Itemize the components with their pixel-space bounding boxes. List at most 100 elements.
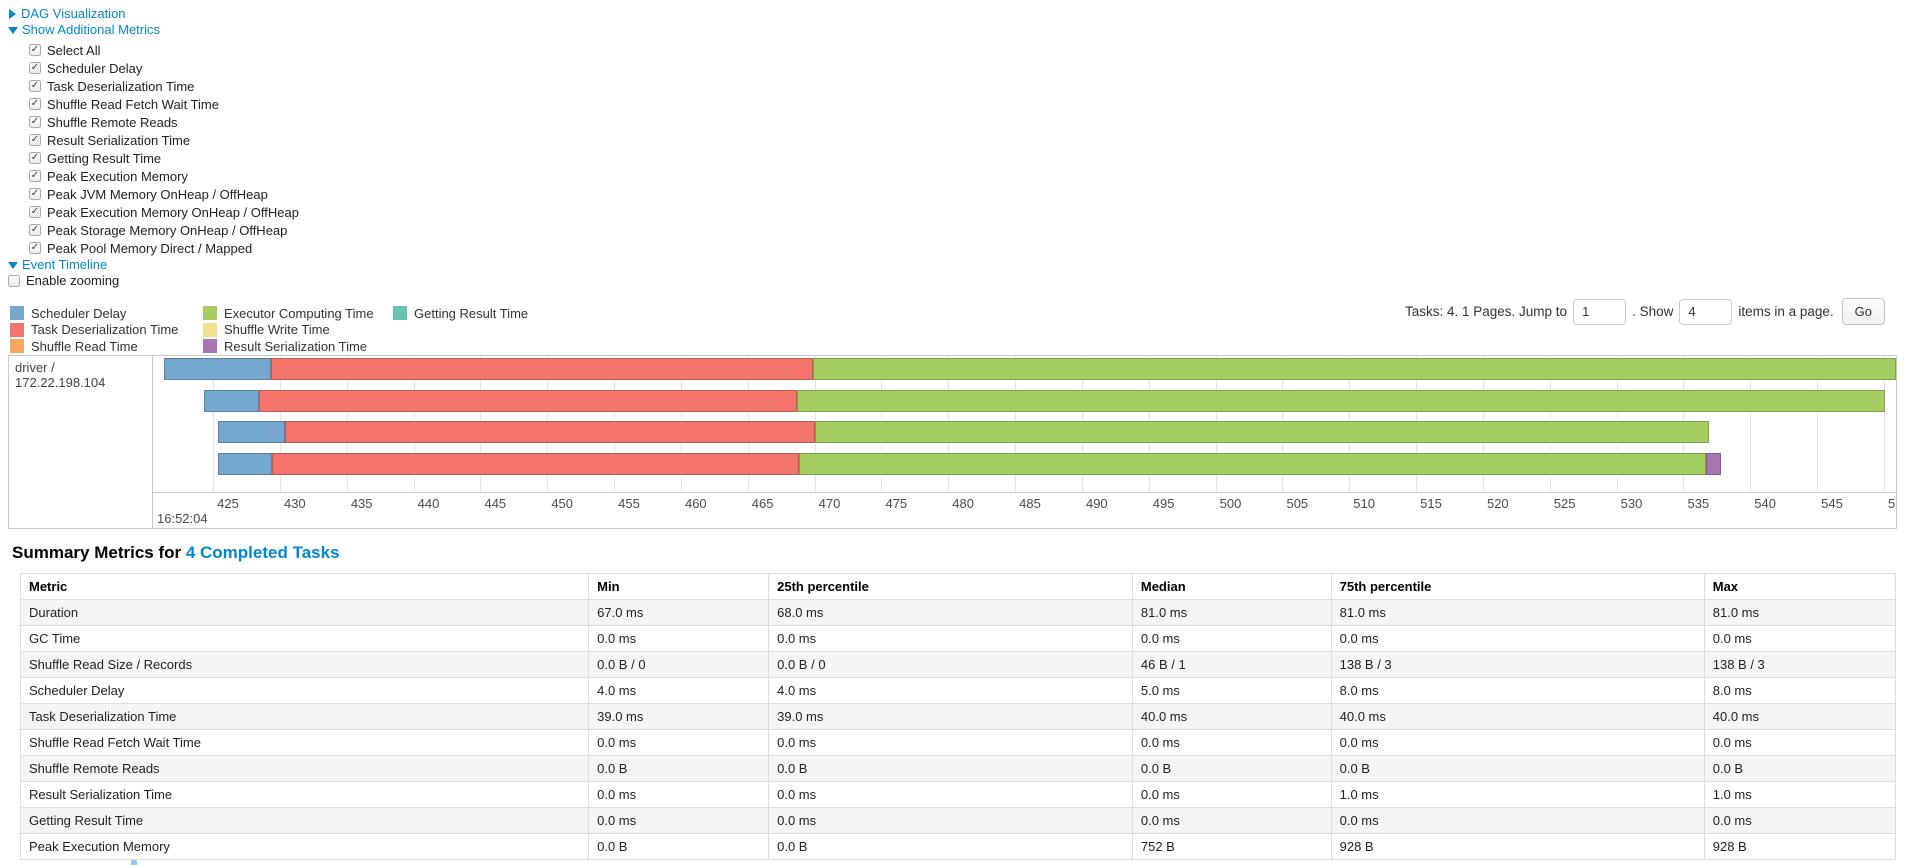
legend-item-getting-result: Getting Result Time (393, 305, 528, 322)
metric-checkbox[interactable] (29, 242, 41, 254)
metric-checkbox-row: Peak Execution Memory (29, 167, 1897, 185)
metric-checkbox[interactable] (29, 170, 41, 182)
legend-swatch-icon (203, 306, 217, 321)
legend-item-task-deserialization: Task Deserialization Time (10, 322, 203, 339)
metric-value-cell: 4.0 ms (768, 677, 1133, 704)
task-bar-segment-executor-computing[interactable] (813, 358, 1896, 380)
metric-name-cell: Peak Execution Memory (19, 833, 590, 860)
axis-tick-label: 435 (350, 496, 373, 511)
column-header: 75th percentile (1330, 573, 1705, 600)
legend-label: Task Deserialization Time (31, 322, 179, 338)
metric-checkbox[interactable] (29, 98, 41, 110)
legend-swatch-icon (203, 339, 217, 354)
legend-column: Getting Result Time (393, 305, 528, 355)
metric-name-cell: Shuffle Remote Reads (19, 755, 590, 782)
metric-value-cell: 81.0 ms (1703, 599, 1897, 626)
event-timeline-chart: driver / 172.22.198.104 16:52:04 425 430 4… (8, 355, 1897, 529)
legend-item-result-serialization: Result Serialization Time (203, 338, 393, 355)
task-bar-segment-task-deserialization[interactable] (285, 421, 815, 443)
legend-label: Scheduler Delay (31, 305, 127, 321)
task-bar-segment-scheduler-delay[interactable] (218, 421, 286, 443)
go-button[interactable]: Go (1841, 298, 1885, 325)
metric-checkbox-label: Peak Execution Memory (47, 168, 188, 184)
axis-tick-label: 500 (1219, 496, 1242, 511)
metric-checkbox[interactable] (29, 62, 41, 74)
metric-checkbox[interactable] (29, 44, 41, 56)
axis-tick-label: 530 (1620, 496, 1643, 511)
metric-name-cell: Scheduler Delay (19, 677, 590, 704)
legend-swatch-icon (10, 322, 24, 337)
task-bar-segment-executor-computing[interactable] (814, 421, 1709, 443)
axis-major-label: 16:52:04 (157, 511, 208, 526)
task-bar-segment-scheduler-delay[interactable] (163, 358, 271, 380)
axis-tick-label: 505 (1286, 496, 1309, 511)
metric-checkbox-row: Peak Execution Memory OnHeap / OffHeap (29, 203, 1897, 221)
jump-to-page-input[interactable] (1573, 298, 1627, 325)
timeline-legend-strip: Scheduler Delay Task Deserialization Time… (8, 292, 1897, 355)
axis-tick-label: 545 (1821, 496, 1843, 511)
gridline (1883, 356, 1885, 492)
metric-value-cell: 40.0 ms (1330, 703, 1705, 730)
axis-tick-label: 480 (952, 496, 974, 511)
items-per-page-input[interactable] (1679, 298, 1733, 325)
metric-value-cell: 0.0 ms (768, 625, 1133, 652)
axis-tick-label: 445 (484, 496, 507, 511)
metric-checkbox[interactable] (29, 188, 41, 200)
task-bar-segment-scheduler-delay[interactable] (218, 452, 272, 475)
axis-tick-label: 450 (551, 496, 574, 511)
additional-metrics-checkbox-list: Select All Scheduler Delay Task Deserializ… (8, 41, 1897, 257)
metric-value-cell: 0.0 ms (1330, 729, 1705, 756)
metric-value-cell: 0.0 B / 0 (768, 651, 1133, 678)
pagination-suffix: items in a page. (1738, 304, 1834, 319)
axis-tick-label: 540 (1754, 496, 1776, 511)
event-timeline-toggle[interactable]: Event Timeline (8, 257, 1897, 272)
chevron-right-icon (9, 8, 16, 19)
task-bar-segment-task-deserialization[interactable] (270, 358, 814, 380)
metric-value-cell: 0.0 ms (588, 625, 770, 652)
axis-tick-label: 455 (618, 496, 640, 511)
task-bar-segment-executor-computing[interactable] (797, 389, 1886, 412)
legend-item-shuffle-read: Shuffle Read Time (10, 338, 203, 355)
metric-value-cell: 0.0 B (588, 755, 770, 782)
axis-tick-label: 425 (217, 496, 239, 511)
show-additional-metrics-link[interactable]: Show Additional Metrics (22, 22, 161, 37)
legend-label: Shuffle Write Time (224, 322, 330, 338)
metric-checkbox[interactable] (29, 116, 41, 128)
metric-checkbox[interactable] (29, 152, 41, 164)
column-header: Max (1703, 573, 1897, 600)
metric-checkbox-label: Peak Pool Memory Direct / Mapped (47, 240, 253, 256)
task-bar-segment-executor-computing[interactable] (798, 452, 1707, 475)
metric-value-cell: 0.0 B / 0 (588, 651, 770, 678)
task-bar-segment-task-deserialization[interactable] (271, 452, 799, 475)
metric-checkbox[interactable] (29, 206, 41, 218)
event-timeline-link[interactable]: Event Timeline (22, 257, 108, 272)
dag-visualization-toggle[interactable]: DAG Visualization (8, 6, 1897, 21)
metric-value-cell: 0.0 ms (1330, 625, 1705, 652)
axis-tick-label: 460 (684, 496, 707, 511)
metric-value-cell: 81.0 ms (1131, 599, 1332, 626)
table-row: Peak Execution Memory 0.0 B 0.0 B 752 B 928 … (19, 833, 1897, 860)
metric-name-cell: Task Deserialization Time (19, 703, 590, 730)
legend-label: Result Serialization Time (224, 338, 368, 354)
metric-checkbox-label: Select All (47, 42, 101, 58)
column-header: Metric (19, 573, 590, 600)
metric-checkbox[interactable] (29, 224, 41, 236)
table-row: Getting Result Time 0.0 ms 0.0 ms 0.0 ms 0.0… (19, 807, 1897, 834)
show-additional-metrics-toggle[interactable]: Show Additional Metrics (8, 22, 1897, 37)
task-bar-segment-result-serialization[interactable] (1706, 452, 1721, 475)
metric-checkbox-row: Result Serialization Time (29, 131, 1897, 149)
metric-checkbox[interactable] (29, 80, 41, 92)
metric-value-cell: 0.0 ms (1131, 625, 1332, 652)
dag-visualization-link[interactable]: DAG Visualization (21, 6, 126, 21)
task-bar-segment-scheduler-delay[interactable] (203, 389, 259, 412)
timeline-legend: Scheduler Delay Task Deserialization Time… (10, 305, 528, 355)
task-bar-segment-task-deserialization[interactable] (258, 389, 798, 412)
completed-tasks-link[interactable]: 4 Completed Tasks (185, 543, 340, 562)
metric-name-cell: Result Serialization Time (19, 781, 590, 808)
metric-name-cell: Shuffle Read Fetch Wait Time (19, 729, 590, 756)
metric-checkbox[interactable] (29, 134, 41, 146)
summary-metrics-title: Summary Metrics for 4 Completed Tasks (12, 543, 1897, 563)
enable-zooming-checkbox[interactable] (8, 274, 20, 287)
axis-tick-label: 510 (1353, 496, 1375, 511)
metric-value-cell: 68.0 ms (768, 599, 1133, 626)
